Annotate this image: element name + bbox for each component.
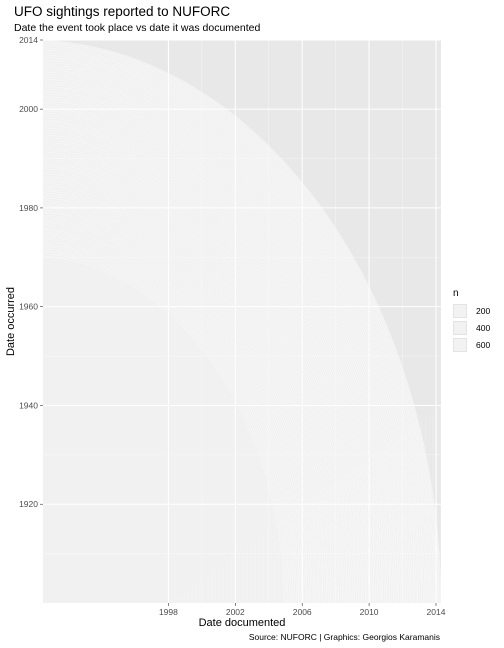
legend-entry: 200 [453,302,490,319]
x-tick-label: 2002 [226,607,245,617]
legend-entry: 600 [453,336,490,353]
legend-title: n [453,288,459,299]
y-tick-label: 1920 [19,499,38,509]
legend: n 200 400 600 [453,288,490,353]
legend-label: 600 [476,339,491,350]
legend-key [453,320,467,335]
x-tick-label: 2014 [427,607,446,617]
sighting-area [43,40,441,603]
x-tick-label: 2010 [360,607,379,617]
legend-label: 200 [476,305,491,316]
x-tick-label: 1998 [159,607,178,617]
sighting-curves [43,40,441,603]
x-tick-label: 2006 [293,607,312,617]
axes: 1998 2002 2006 2010 2014 1920 1940 1960 1980 2000… [5,35,446,629]
y-axis-title: Date occurred [5,287,17,356]
x-axis-title: Date documented [199,617,286,629]
y-tick-label: 1960 [19,302,38,312]
chart-caption: Source: NUFORC | Graphics: Georgios Kara… [248,632,440,642]
sighting-streaks [172,405,441,603]
y-tick-label: 1980 [19,203,38,213]
y-tick-label: 2000 [19,104,38,114]
legend-key [453,303,467,318]
y-tick-label: 2014 [19,35,38,45]
sighting-curve [43,40,441,603]
chart-subtitle: Date the event took place vs date it was… [14,22,261,34]
chart-title: UFO sightings reported to NUFORC [14,4,231,19]
legend-entry: 400 [453,319,490,336]
legend-key [453,337,467,352]
y-tick-label: 1940 [19,400,38,410]
sighting-density [43,40,441,603]
legend-label: 400 [476,322,491,333]
